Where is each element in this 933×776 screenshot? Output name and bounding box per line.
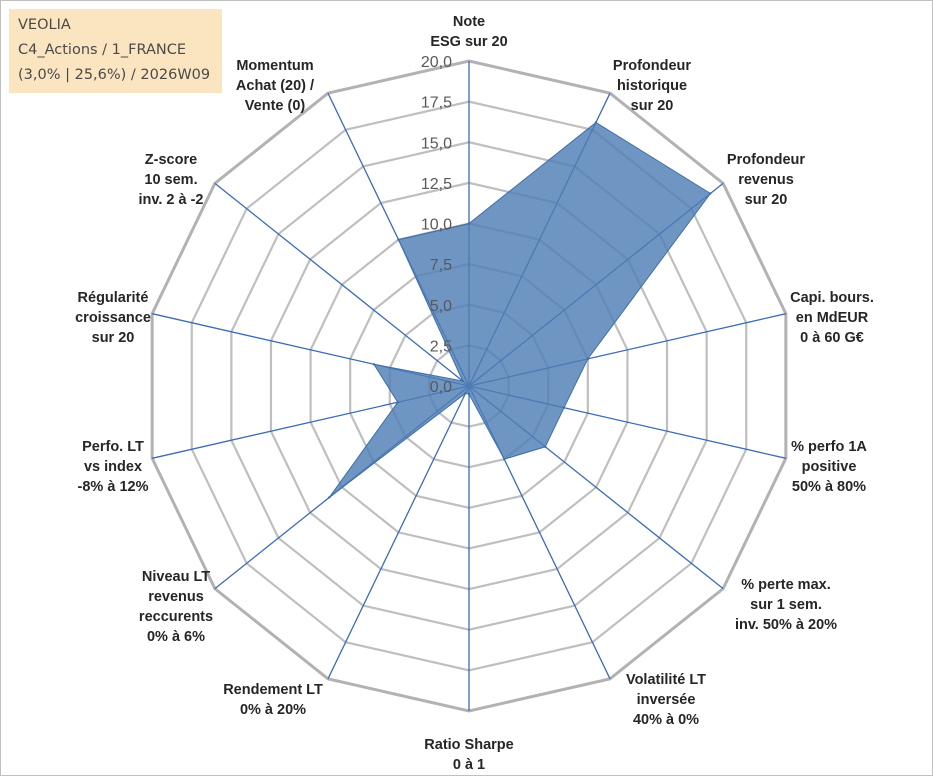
radar-data-point [464, 392, 467, 395]
radar-data-point [397, 238, 400, 241]
radar-tick-label: 10,0 [421, 217, 452, 234]
radar-axis-label-line: revenus [148, 589, 204, 605]
radar-axis-label-line: ESG sur 20 [430, 34, 507, 50]
radar-axis-label-line: Note [453, 14, 485, 30]
radar-axis-label-line: Vente (0) [245, 98, 306, 114]
radar-data-point [586, 357, 590, 361]
radar-data-point [562, 406, 566, 409]
radar-axis-label-line: Capi. bours. [790, 290, 874, 306]
radar-data-point [594, 121, 598, 124]
radar-axis-label-line: 0% à 20% [240, 702, 306, 718]
radar-tick-label: 15,0 [421, 135, 452, 152]
radar-data-point [396, 401, 399, 404]
radar-data-point [461, 379, 464, 383]
radar-axis-label-line: Niveau LT [142, 569, 210, 585]
radar-axis-label-line: Profondeur [613, 58, 691, 74]
radar-data-point [709, 192, 712, 195]
radar-axis-label-line: en MdEUR [796, 310, 869, 326]
radar-axis-label: Z-score 10 sem. inv. 2 à -2 [138, 152, 203, 208]
radar-axis-label-line: % perfo 1A [791, 439, 867, 455]
info-line-category: C4_Actions / 1_FRANCE [18, 42, 187, 58]
info-line-stats: (3,0% | 25,6%) / 2026W09 [18, 67, 211, 83]
radar-data-point [544, 445, 547, 448]
radar-axis-label-line: 50% à 80% [792, 479, 866, 495]
radar-axis-label-line: 0% à 6% [147, 629, 205, 645]
info-box: VEOLIA C4_Actions / 1_FRANCE (3,0% | 25,… [9, 9, 222, 93]
radar-axis-label: Volatilité LT inversée 40% à 0% [626, 672, 706, 728]
radar-axis-label-line: historique [617, 78, 687, 94]
radar-tick-label: 2,5 [430, 338, 452, 355]
radar-axis-label-line: inversée [637, 692, 696, 708]
radar-axis-label-line: 10 sem. [144, 172, 197, 188]
radar-axis-label-line: Achat (20) / [236, 78, 314, 94]
radar-data-point [372, 363, 376, 366]
radar-axis-label: Rendement LT 0% à 20% [223, 682, 323, 718]
radar-data-point [467, 392, 471, 396]
radar-axis-label: Niveau LT revenus reccurents 0% à 6% [139, 569, 213, 645]
radar-axis-label-line: 0 à 60 G€ [800, 330, 864, 346]
radar-axis-label-line: 40% à 0% [633, 712, 699, 728]
radar-data-point [467, 222, 471, 225]
radar-axis-label-line: sur 1 sem. [750, 597, 822, 613]
radar-axis-label: Régularité croissance sur 20 [75, 290, 151, 346]
radar-axis-label: Profondeur historique sur 20 [613, 58, 691, 114]
radar-axis-label-line: Profondeur [727, 152, 805, 168]
radar-axis-label-line: croissance [75, 310, 151, 326]
radar-tick-label: 20,0 [421, 54, 452, 71]
radar-axis-label-line: Ratio Sharpe [424, 737, 513, 753]
radar-tick-label: 7,5 [430, 257, 452, 274]
radar-axis-label-line: -8% à 12% [78, 479, 149, 495]
radar-axis-label: Capi. bours. en MdEUR 0 à 60 G€ [790, 290, 874, 346]
radar-axis-label-line: Momentum [236, 58, 313, 74]
radar-axis-label-line: % perte max. [741, 577, 830, 593]
radar-spoke [327, 385, 470, 680]
radar-axis-label-line: sur 20 [745, 192, 788, 208]
radar-axis-label: Note ESG sur 20 [430, 14, 507, 50]
radar-axis-label-line: Régularité [78, 290, 149, 306]
radar-axis-label-line: vs index [84, 459, 142, 475]
info-line-company: VEOLIA [18, 17, 71, 33]
radar-axis-label-line: inv. 50% à 20% [735, 617, 837, 633]
radar-tick-label: 17,5 [421, 95, 452, 112]
radar-tick-label: 5,0 [430, 298, 452, 315]
radar-axis-label-line: revenus [738, 172, 794, 188]
radar-axis-label: Perfo. LT vs index -8% à 12% [78, 439, 149, 495]
radar-axis-label: Ratio Sharpe 0 à 1 [424, 737, 513, 773]
radar-axis-label-line: sur 20 [631, 98, 674, 114]
radar-axis-label: % perte max. sur 1 sem. inv. 50% à 20% [735, 577, 837, 633]
radar-axis-label: Momentum Achat (20) / Vente (0) [236, 58, 314, 114]
radar-axis-label-line: Z-score [145, 152, 197, 168]
radar-axis-label: Profondeur revenus sur 20 [727, 152, 805, 208]
radar-axis-label-line: Rendement LT [223, 682, 323, 698]
radar-spoke [214, 182, 470, 387]
radar-axis-label-line: 0 à 1 [453, 757, 485, 773]
radar-axis-label-line: reccurents [139, 609, 213, 625]
radar-tick-label: 0,0 [430, 379, 452, 396]
radar-axis-label-line: inv. 2 à -2 [138, 192, 203, 208]
radar-axis-label: % perfo 1A positive 50% à 80% [791, 439, 867, 495]
radar-data-point [503, 458, 506, 461]
radar-tick-label: 12,5 [421, 176, 452, 193]
radar-axis-label-line: sur 20 [92, 330, 135, 346]
radar-axis-label-line: positive [802, 459, 857, 475]
radar-axis-label-line: Volatilité LT [626, 672, 706, 688]
radar-axis-label-line: Perfo. LT [82, 439, 144, 455]
radar-data-point [328, 496, 331, 499]
